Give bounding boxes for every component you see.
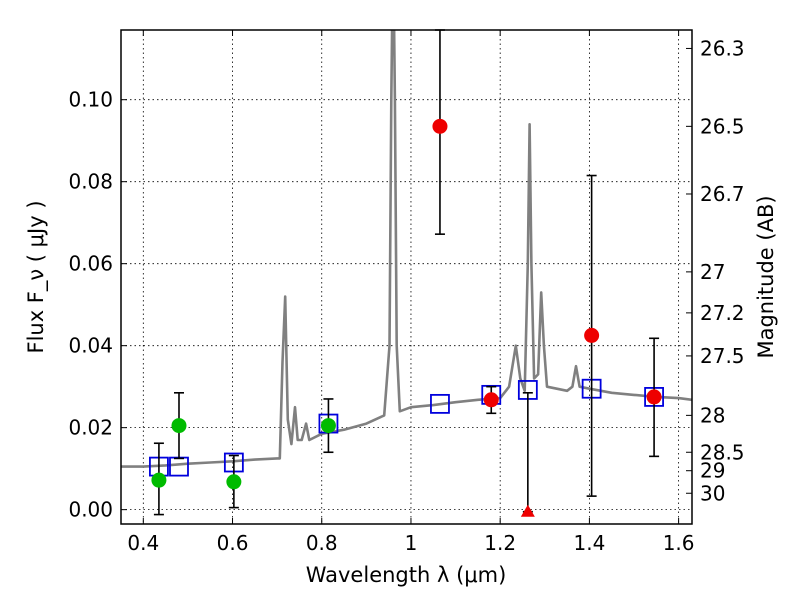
observed-point — [432, 118, 448, 134]
y-tick-label: 0.10 — [68, 88, 113, 112]
right-tick-label: 30 — [700, 481, 725, 505]
grid — [121, 30, 692, 524]
x-tick-label: 0.4 — [127, 531, 159, 555]
y-tick-label: 0.04 — [68, 334, 113, 358]
series-layer — [121, 29, 692, 517]
x-tick-label: 1.4 — [573, 531, 605, 555]
x-tick-label: 0.8 — [306, 531, 338, 555]
x-tick-label: 0.6 — [217, 531, 249, 555]
plot-frame — [120, 29, 693, 525]
model-photometry-square — [430, 393, 450, 414]
observed-point — [171, 418, 187, 434]
y-axis-label: Flux F_ν ( μJy ) — [24, 200, 49, 353]
y-tick-label: 0.02 — [68, 416, 113, 440]
observed-point — [646, 389, 662, 405]
observed-point — [151, 472, 167, 488]
right-tick-label: 26.7 — [700, 182, 745, 206]
y-tick-label: 0.08 — [68, 170, 113, 194]
x-tick-label: 1.2 — [484, 531, 516, 555]
right-tick-label: 28.5 — [700, 440, 745, 464]
right-tick-label: 28 — [700, 403, 725, 427]
right-tick-label: 29 — [700, 459, 725, 483]
observed-point — [320, 418, 336, 434]
right-tick-label: 27.5 — [700, 344, 745, 368]
y-tick-label: 0.06 — [68, 252, 113, 276]
sed-line — [121, 30, 692, 468]
observed-point — [226, 474, 242, 490]
observed-point — [584, 327, 600, 343]
right-tick-label: 26.5 — [700, 114, 745, 138]
y-tick-label: 0.00 — [68, 498, 113, 522]
ticks: 0.4 0.6 0.8 1 1.2 1.4 1.6 0.00 0.02 0.04 0.06 0.08 0… — [68, 30, 745, 555]
x-tick-label: 1 — [405, 531, 418, 555]
x-axis-label: Wavelength λ (μm) — [306, 563, 507, 587]
right-tick-label: 27.2 — [700, 301, 745, 325]
right-tick-label: 27 — [700, 260, 725, 284]
observed-point — [483, 392, 499, 408]
right-axis-label: Magnitude (AB) — [754, 195, 778, 358]
x-tick-label: 1.6 — [663, 531, 695, 555]
upper-limit-triangle — [520, 504, 535, 517]
model-photometry-square — [169, 456, 189, 477]
right-tick-label: 26.3 — [700, 36, 745, 60]
